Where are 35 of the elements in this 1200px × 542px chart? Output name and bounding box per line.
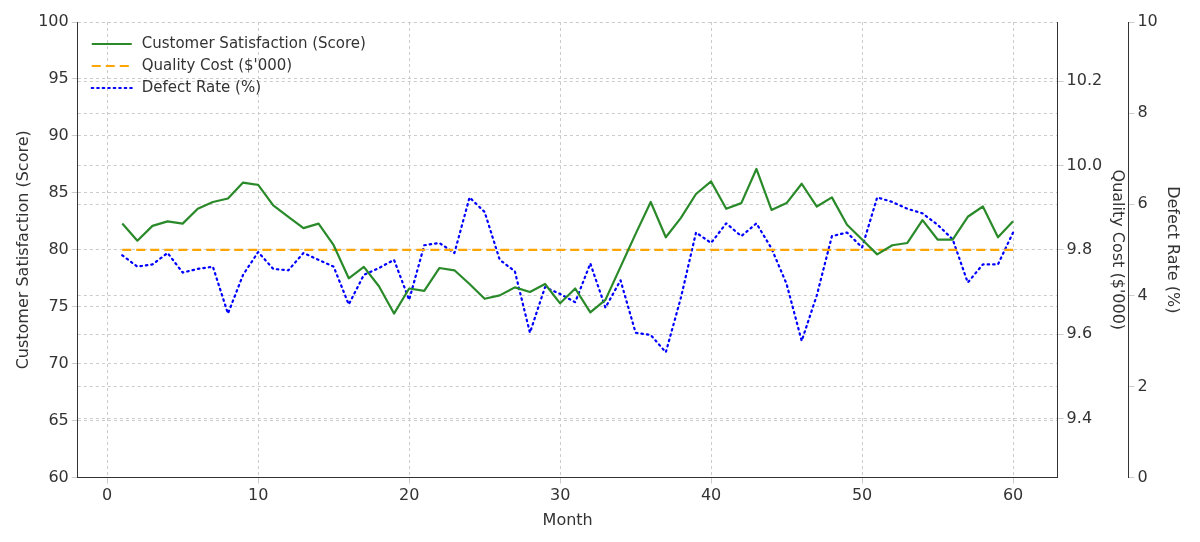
x-axis-title: Month	[542, 509, 593, 529]
y3-axis-title: Defect Rate (%)	[1164, 186, 1184, 314]
y2-tick-label: 10.0	[1066, 154, 1103, 174]
y2-tick-label: 9.4	[1066, 407, 1093, 427]
legend-label: Defect Rate (%)	[141, 77, 262, 96]
x-tick-label: 10	[247, 485, 269, 505]
y2-tick-label: 10.2	[1066, 70, 1103, 90]
y3-tick-label: 2	[1137, 375, 1148, 395]
y-tick-label: 75	[48, 295, 69, 315]
x-tick-label: 50	[851, 485, 873, 505]
x-tick-label: 20	[398, 485, 420, 505]
y2-tick-label: 9.6	[1066, 323, 1093, 343]
y3-tick-label: 4	[1137, 284, 1148, 304]
y-tick-label: 65	[48, 409, 69, 429]
y3-tick-label: 8	[1137, 102, 1148, 122]
y-tick-label: 60	[48, 466, 69, 486]
y2-axis-title: Quality Cost ($'000)	[1108, 169, 1128, 331]
legend-label: Quality Cost ($'000)	[141, 55, 293, 74]
y-tick-label: 70	[48, 352, 69, 372]
legend-label: Customer Satisfaction (Score)	[141, 33, 366, 52]
y3-tick-label: 6	[1137, 193, 1148, 213]
y-tick-label: 100	[38, 11, 69, 31]
y-axis-title: Customer Satisfaction (Score)	[12, 130, 32, 370]
y-tick-label: 85	[48, 182, 69, 202]
y-tick-label: 80	[48, 238, 69, 258]
line-series	[121, 196, 1015, 354]
y2-tick-label: 9.8	[1066, 238, 1093, 258]
y3-tick-label: 0	[1137, 466, 1148, 486]
y3-tick-label: 10	[1137, 11, 1158, 31]
x-tick-label: 0	[102, 485, 113, 505]
x-tick-label: 60	[1002, 485, 1024, 505]
x-tick-label: 30	[549, 485, 571, 505]
y-tick-label: 90	[48, 125, 69, 145]
x-tick-label: 40	[700, 485, 722, 505]
y-tick-label: 95	[48, 68, 69, 88]
